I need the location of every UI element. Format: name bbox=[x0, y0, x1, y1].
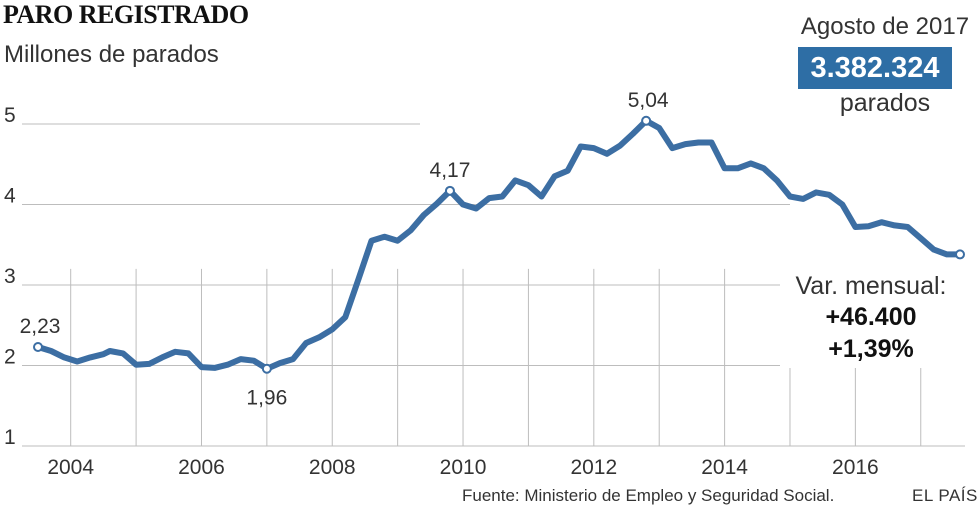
y-axis-label: Millones de parados bbox=[4, 41, 219, 68]
chart-title: PARO REGISTRADO bbox=[3, 0, 249, 29]
data-point-marker bbox=[444, 185, 455, 196]
x-tick-label: 2016 bbox=[832, 456, 879, 479]
data-label: 1,96 bbox=[246, 387, 287, 410]
brand-logo-text: EL PAÍS bbox=[912, 486, 978, 505]
data-point-marker bbox=[641, 115, 652, 126]
annotations: 2,23 1,96 4,17 5,04 bbox=[20, 89, 965, 410]
x-tick-label: 2008 bbox=[309, 456, 356, 479]
data-point-marker bbox=[33, 341, 43, 352]
variation-label: Var. mensual: bbox=[795, 272, 947, 300]
x-tick-label: 2004 bbox=[47, 456, 94, 479]
series-layer bbox=[35, 117, 963, 372]
end-point-marker bbox=[955, 249, 965, 260]
variation-absolute: +46.400 bbox=[825, 303, 917, 331]
y-tick-label: 1 bbox=[4, 426, 16, 449]
callout-badge bbox=[798, 47, 952, 89]
variation-backdrop bbox=[780, 268, 965, 368]
y-tick-label: 2 bbox=[4, 346, 16, 369]
y-tick-label: 5 bbox=[4, 104, 16, 127]
x-tick-label: 2012 bbox=[570, 456, 617, 479]
x-tick-label: 2014 bbox=[701, 456, 748, 479]
callout-date: Agosto de 2017 bbox=[800, 13, 970, 40]
x-tick-label: 2006 bbox=[178, 456, 225, 479]
data-point-marker bbox=[261, 363, 272, 374]
data-label: 4,17 bbox=[430, 159, 471, 182]
x-tick-label: 2010 bbox=[440, 456, 487, 479]
y-tick-label: 4 bbox=[4, 185, 16, 208]
variation-percent: +1,39% bbox=[828, 335, 914, 363]
series-line bbox=[35, 117, 963, 372]
axes: 1 2 3 4 5 2004 2006 2008 2010 2012 2014 2016 bbox=[4, 104, 879, 479]
callout-unit: parados bbox=[839, 89, 931, 117]
y-tick-label: 3 bbox=[4, 265, 16, 288]
source-note: Fuente: Ministerio de Empleo y Seguridad… bbox=[462, 486, 835, 505]
data-label: 2,23 bbox=[20, 315, 61, 338]
data-label: 5,04 bbox=[628, 89, 669, 112]
callout-value: 3.382.324 bbox=[810, 52, 940, 84]
